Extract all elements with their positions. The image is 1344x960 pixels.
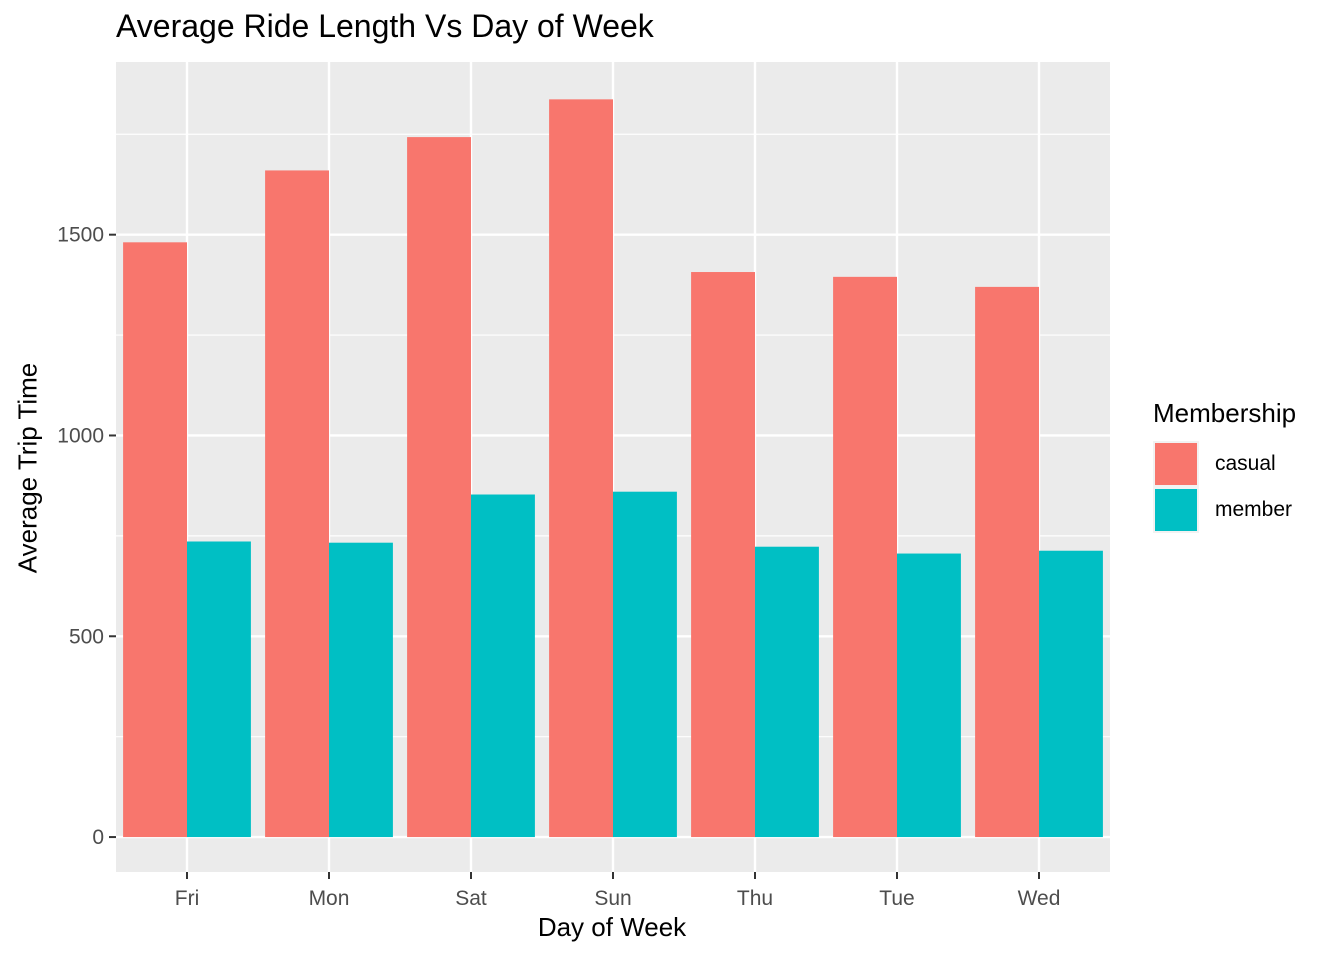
x-tick-label-thu: Thu (737, 887, 773, 910)
legend-label-member: member (1215, 498, 1293, 521)
bar-casual-thu (691, 272, 755, 838)
y-tick-label-1000: 1000 (57, 424, 104, 447)
bar-member-fri (187, 541, 251, 838)
y-axis: 0 500 1000 1500 (57, 224, 116, 849)
bars (123, 99, 1103, 838)
x-axis-label: Day of Week (537, 912, 687, 942)
legend-item-casual: casual (1153, 441, 1296, 487)
legend-swatch-casual (1155, 443, 1197, 485)
x-axis: Fri Mon Sat Sun Thu Tue Wed (175, 872, 1061, 910)
legend-key-member (1153, 487, 1199, 533)
bar-member-tue (897, 553, 961, 838)
y-axis-label: Average Trip Time (12, 362, 43, 574)
x-tick-label-fri: Fri (175, 887, 200, 910)
bar-casual-sun (549, 99, 613, 838)
legend-title: Membership (1153, 398, 1297, 428)
bar-casual-fri (123, 242, 187, 838)
x-tick-label-wed: Wed (1018, 887, 1061, 910)
chart-title: Average Ride Length Vs Day of Week (116, 8, 654, 44)
bar-member-sat (471, 494, 535, 838)
bar-casual-sat (407, 137, 471, 838)
x-tick-label-sun: Sun (594, 887, 631, 910)
bar-casual-mon (265, 170, 329, 838)
bar-casual-wed (975, 286, 1039, 838)
y-tick-label-500: 500 (69, 625, 104, 648)
bar-casual-tue (833, 276, 897, 838)
bar-member-mon (329, 542, 393, 838)
legend-swatch-member (1155, 489, 1197, 531)
x-tick-label-tue: Tue (879, 887, 914, 910)
legend-key-casual (1153, 441, 1199, 487)
x-tick-label-mon: Mon (309, 887, 350, 910)
bar-member-wed (1039, 550, 1103, 838)
legend-item-member: member (1153, 487, 1296, 533)
bar-member-thu (755, 546, 819, 838)
bar-member-sun (613, 491, 677, 838)
y-tick-label-1500: 1500 (57, 224, 104, 247)
legend: Membership casual member (1153, 398, 1296, 533)
x-tick-label-sat: Sat (455, 887, 487, 910)
y-tick-label-0: 0 (92, 826, 104, 849)
legend-label-casual: casual (1215, 452, 1276, 475)
